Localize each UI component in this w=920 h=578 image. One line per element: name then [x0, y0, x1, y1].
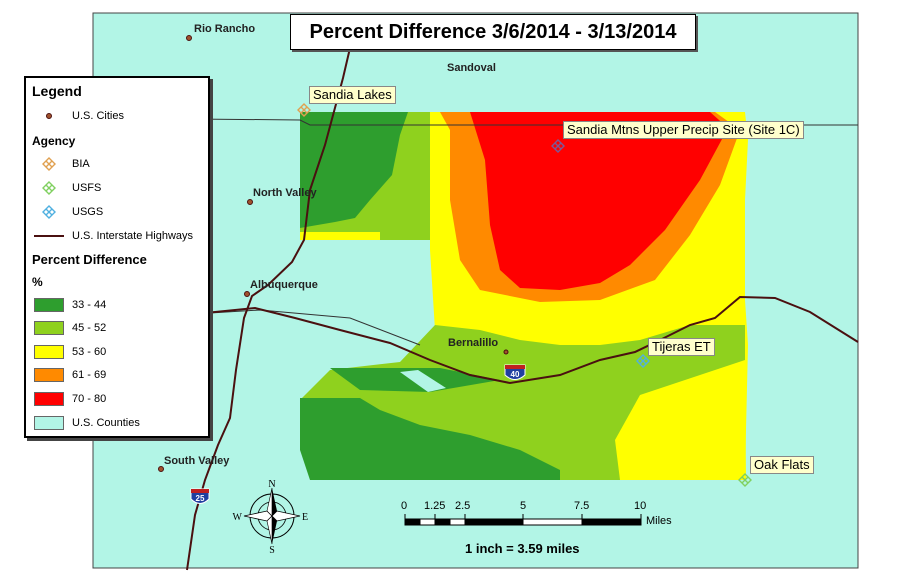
- legend-label-usfs: USFS: [72, 182, 102, 194]
- site-label-tijeras-et: Tijeras ET: [648, 338, 715, 356]
- legend-item-bia: BIA: [34, 156, 90, 172]
- legend-item-counties: U.S. Counties: [34, 415, 140, 431]
- bia-diamond-icon: [34, 157, 64, 171]
- i40-highway: [204, 295, 859, 385]
- percent-difference-surface: [300, 112, 748, 480]
- swatch-counties: [34, 416, 64, 430]
- usgs-diamond-icon: [34, 205, 64, 219]
- city-label-south-valley: South Valley: [164, 455, 230, 467]
- swatch-class-2: [34, 321, 64, 335]
- legend-item-usfs: USFS: [34, 180, 101, 196]
- city-markers: [158, 35, 509, 472]
- tijeras-marker: [636, 354, 650, 368]
- zone-east-red: [470, 112, 728, 290]
- legend-class-3: 53 - 60: [34, 344, 106, 360]
- legend-label-bia: BIA: [72, 158, 90, 170]
- sandia-mtns-marker: [551, 139, 565, 153]
- scale-tick-1: 1.25: [424, 500, 446, 512]
- site-label-oak-flats: Oak Flats: [750, 456, 814, 474]
- legend-class-4-label: 61 - 69: [72, 369, 107, 381]
- city-label-albuquerque: Albuquerque: [250, 279, 318, 291]
- legend-class-2: 45 - 52: [34, 320, 106, 336]
- swatch-class-1: [34, 298, 64, 312]
- map-title: Percent Difference 3/6/2014 - 3/13/2014: [290, 14, 696, 50]
- i25-shield: 25: [190, 488, 210, 504]
- legend-class-3-label: 53 - 60: [72, 346, 107, 358]
- compass-n: N: [268, 479, 275, 490]
- i40-shield: 40: [504, 364, 526, 380]
- interstate-highways: [186, 47, 859, 571]
- legend-pd-title: Percent Difference: [32, 252, 147, 267]
- legend-item-highways: U.S. Interstate Highways: [34, 228, 193, 244]
- rio-rancho-marker: [186, 35, 192, 41]
- legend-label-counties: U.S. Counties: [72, 417, 140, 429]
- legend-agency-title: Agency: [32, 134, 76, 148]
- scale-tick-2: 2.5: [455, 500, 471, 512]
- usfs-diamond-icon: [34, 181, 64, 195]
- north-arrow: N S E W: [233, 479, 309, 556]
- legend-title: Legend: [32, 83, 82, 99]
- bernalillo-marker: [503, 349, 509, 355]
- legend-class-5-label: 70 - 80: [72, 393, 107, 405]
- legend-label-usgs: USGS: [72, 206, 104, 218]
- county-label-sandoval: Sandoval: [447, 62, 496, 74]
- legend-pd-unit: %: [32, 275, 43, 289]
- legend-class-1-label: 33 - 44: [72, 299, 107, 311]
- site-markers: [297, 103, 752, 487]
- map-legend: Legend U.S. Cities Agency BIA USFS USGS …: [24, 76, 210, 438]
- i25-highway: [186, 47, 351, 571]
- i25-shield-label: 25: [196, 494, 205, 503]
- zone-south-cyan-gap: [400, 370, 446, 392]
- i40-shield-label: 40: [511, 370, 520, 379]
- legend-label-highways: U.S. Interstate Highways: [72, 230, 194, 242]
- site-label-sandia-mtns: Sandia Mtns Upper Precip Site (Site 1C): [563, 121, 804, 139]
- legend-item-usgs: USGS: [34, 204, 103, 220]
- south-valley-marker: [158, 466, 164, 472]
- swatch-class-4: [34, 368, 64, 382]
- scale-tick-3: 5: [520, 500, 527, 512]
- site-label-sandia-lakes: Sandia Lakes: [309, 86, 396, 104]
- legend-label-us-cities: U.S. Cities: [72, 110, 124, 122]
- city-label-rio-rancho: Rio Rancho: [194, 23, 256, 35]
- legend-class-2-label: 45 - 52: [72, 322, 107, 334]
- zone-south-green: [300, 398, 560, 480]
- legend-class-1: 33 - 44: [34, 297, 106, 313]
- zone-south-yellow-east: [615, 360, 746, 480]
- city-label-bernalillo: Bernalillo: [448, 337, 499, 349]
- city-dot-icon: [34, 109, 64, 123]
- compass-s: S: [269, 545, 275, 556]
- legend-item-us-cities: U.S. Cities: [34, 108, 124, 124]
- legend-class-4: 61 - 69: [34, 367, 106, 383]
- north-valley-marker: [247, 199, 253, 205]
- highway-line-icon: [34, 229, 64, 243]
- oak-flats-marker: [738, 473, 752, 487]
- scale-unit: Miles: [646, 515, 672, 527]
- scale-tick-4: 7.5: [574, 500, 590, 512]
- scale-tick-5: 10: [634, 500, 647, 512]
- scale-bar: [404, 514, 642, 526]
- scale-caption: 1 inch = 3.59 miles: [465, 541, 580, 556]
- swatch-class-5: [34, 392, 64, 406]
- albuquerque-marker: [244, 291, 250, 297]
- scale-tick-0: 0: [401, 500, 408, 512]
- legend-class-5: 70 - 80: [34, 391, 106, 407]
- sandia-lakes-marker: [297, 103, 311, 117]
- swatch-class-3: [34, 345, 64, 359]
- compass-e: E: [302, 512, 308, 523]
- compass-w: W: [233, 512, 243, 523]
- city-label-north-valley: North Valley: [253, 187, 317, 199]
